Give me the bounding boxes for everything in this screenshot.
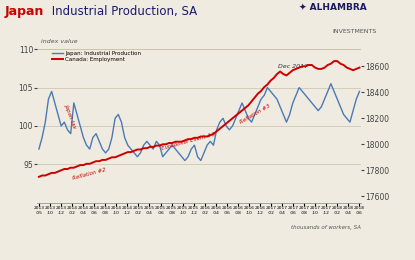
Text: Industrial Production, SA: Industrial Production, SA <box>48 5 197 18</box>
Text: ✦ ALHAMBRA: ✦ ALHAMBRA <box>299 3 366 12</box>
Text: Dec 2017: Dec 2017 <box>278 63 308 69</box>
Text: Japan: Japan <box>4 5 44 18</box>
Legend: Japan: Industrial Production, Canada: Employment: Japan: Industrial Production, Canada: Em… <box>50 48 144 64</box>
Text: Eurodollar Event #3: Eurodollar Event #3 <box>161 132 215 151</box>
Text: Reflation #2: Reflation #2 <box>73 167 107 180</box>
Text: thousands of workers, SA: thousands of workers, SA <box>291 225 361 230</box>
Text: Japan tax: Japan tax <box>64 104 78 130</box>
Text: INVESTMENTS: INVESTMENTS <box>332 29 376 34</box>
Text: index value: index value <box>41 39 77 44</box>
Text: Reflation #3: Reflation #3 <box>239 104 271 125</box>
